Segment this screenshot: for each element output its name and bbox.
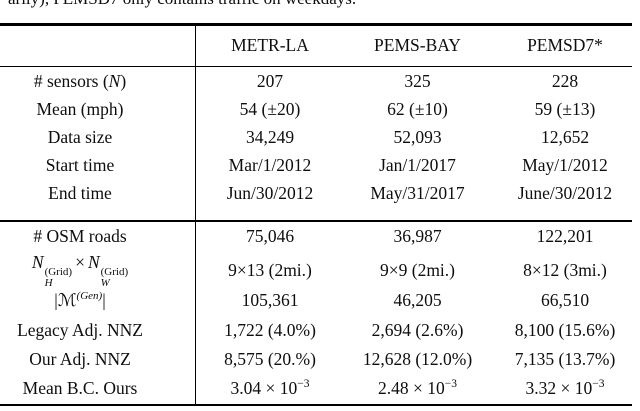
dataset-statistics-table: METR-LA PEMS-BAY PEMSD7* # sensors (N) 2… bbox=[0, 23, 640, 406]
cell-value-scientific: 3.32 × 10−3 bbox=[490, 378, 640, 399]
math-bar: | bbox=[54, 290, 58, 310]
cell-value: May/31/2017 bbox=[370, 182, 465, 203]
table-row-legacy-adj-nnz: Legacy Adj. NNZ 1,722 (4.0%) 2,694 (2.6%… bbox=[0, 316, 640, 345]
table-row-data-size: Data size 34,249 52,093 12,652 bbox=[0, 123, 640, 151]
row-label-mset-math: |ℳ(Gen)| bbox=[0, 290, 195, 311]
cell-value: 7,135 (13.7%) bbox=[514, 348, 616, 369]
cell-value: 105,361 bbox=[241, 290, 299, 310]
math-sup-grid: (Grid) bbox=[44, 265, 73, 278]
cell-value: 8,575 (20.%) bbox=[224, 348, 316, 369]
cell-value: Mar/1/2012 bbox=[228, 154, 312, 175]
cell-value: 325 bbox=[404, 70, 431, 91]
cell-value: 12,628 (12.0%) bbox=[362, 348, 473, 369]
cell-value: 54 (±20) bbox=[239, 98, 301, 119]
cell-value: 62 (±10) bbox=[387, 98, 448, 119]
cell-value: 75,046 bbox=[245, 226, 295, 246]
cell-value: June/30/2012 bbox=[517, 182, 613, 203]
math-sub-h: H bbox=[44, 276, 53, 289]
cell-value: 12,652 bbox=[540, 126, 590, 147]
math-bar: | bbox=[102, 290, 106, 310]
table-row-our-adj-nnz: Our Adj. NNZ 8,575 (20.%) 12,628 (12.0%)… bbox=[0, 345, 640, 374]
cell-value: 66,510 bbox=[540, 290, 590, 310]
row-label: Legacy Adj. NNZ bbox=[17, 319, 143, 340]
cell-value: 8,100 (15.6%) bbox=[514, 319, 616, 340]
cell-value-scientific: 2.48 × 10−3 bbox=[345, 378, 490, 399]
cell-value: Jan/1/2017 bbox=[379, 154, 456, 175]
cell-value: 52,093 bbox=[393, 126, 442, 147]
table-row-grid-size: N (Grid) H × N (Grid) W 9×13 (2mi.) 9×9 (2mi.)… bbox=[0, 252, 640, 289]
label-text: ) bbox=[120, 70, 127, 91]
cell-value: 46,205 bbox=[393, 290, 442, 310]
cell-value: 122,201 bbox=[536, 226, 594, 246]
sci-exponent: −3 bbox=[592, 378, 605, 390]
sci-exponent: −3 bbox=[297, 378, 310, 390]
row-label: Mean B.C. Ours bbox=[22, 378, 138, 398]
math-var-n: N bbox=[108, 70, 121, 91]
bottom-rule bbox=[0, 403, 632, 406]
cell-value: May/1/2012 bbox=[522, 154, 608, 175]
label-text: # sensors ( bbox=[33, 70, 109, 91]
math-sup-grid: (Grid) bbox=[100, 265, 129, 278]
row-label: Our Adj. NNZ bbox=[29, 348, 131, 369]
sci-base: 3.04 × 10 bbox=[230, 378, 298, 398]
cell-value: 228 bbox=[551, 70, 579, 91]
row-label: End time bbox=[48, 182, 112, 203]
table-row-mean-mph: Mean (mph) 54 (±20) 62 (±10) 59 (±13) bbox=[0, 95, 640, 123]
table-row-end-time: End time Jun/30/2012 May/31/2017 June/30… bbox=[0, 179, 640, 207]
top-rule bbox=[0, 23, 632, 26]
row-label: # sensors (N) bbox=[0, 71, 195, 92]
cell-value: 9×9 (2mi.) bbox=[380, 259, 455, 280]
table-row-mean-bc: Mean B.C. Ours 3.04 × 10−3 2.48 × 10−3 3… bbox=[0, 374, 640, 404]
cell-value: 36,987 bbox=[393, 226, 442, 246]
header-separator-rule bbox=[0, 65, 632, 67]
cell-value-scientific: 3.04 × 10−3 bbox=[195, 378, 345, 399]
cell-value: 207 bbox=[256, 70, 284, 91]
column-header-pemsd7: PEMSD7* bbox=[527, 35, 603, 55]
cell-value: 2,694 (2.6%) bbox=[371, 319, 464, 340]
times-sign: × bbox=[75, 251, 85, 272]
row-label-grid-math: N (Grid) H × N (Grid) W bbox=[0, 252, 195, 289]
math-var-nw: N bbox=[87, 251, 100, 272]
table-row-osm-roads: # OSM roads 75,046 36,987 122,201 bbox=[0, 222, 640, 252]
cell-value: 59 (±13) bbox=[534, 98, 596, 119]
cell-value: 8×12 (3mi.) bbox=[523, 259, 607, 280]
table-row-sensors: # sensors (N) 207 325 228 bbox=[0, 67, 640, 95]
sci-base: 2.48 × 10 bbox=[378, 378, 445, 398]
sci-exponent: −3 bbox=[444, 378, 457, 390]
sci-base: 3.32 × 10 bbox=[525, 378, 593, 398]
clipped-caption-line: arily), PEMSD7 only contains traffic on … bbox=[0, 0, 640, 10]
section-separator-rule bbox=[0, 220, 632, 222]
table-row-generated-map: |ℳ(Gen)| 105,361 46,205 66,510 bbox=[0, 286, 640, 316]
math-sub-w: W bbox=[100, 276, 110, 289]
table-row-start-time: Start time Mar/1/2012 Jan/1/2017 May/1/2… bbox=[0, 151, 640, 179]
header-row: METR-LA PEMS-BAY PEMSD7* bbox=[0, 26, 640, 66]
cell-value: Jun/30/2012 bbox=[226, 182, 314, 203]
cell-value: 9×13 (2mi.) bbox=[228, 259, 312, 280]
math-sub-sup-stack: (Grid) H bbox=[44, 265, 73, 289]
caption-fragment-text: arily), PEMSD7 only contains traffic on … bbox=[0, 0, 640, 9]
column-header-pems-bay: PEMS-BAY bbox=[374, 35, 461, 55]
row-label: Mean (mph) bbox=[36, 98, 124, 119]
row-label: # OSM roads bbox=[33, 226, 127, 246]
math-cal-m: ℳ bbox=[57, 291, 77, 311]
cell-value: 34,249 bbox=[245, 126, 295, 147]
math-sub-sup-stack: (Grid) W bbox=[100, 265, 129, 289]
row-label: Data size bbox=[47, 126, 113, 147]
column-header-metr-la: METR-LA bbox=[231, 35, 309, 55]
row-label: Start time bbox=[45, 154, 115, 175]
cell-value: 1,722 (4.0%) bbox=[224, 319, 316, 340]
vertical-rule bbox=[195, 25, 197, 404]
math-var-nh: N bbox=[31, 251, 44, 272]
math-sup-gen: (Gen) bbox=[76, 290, 103, 302]
